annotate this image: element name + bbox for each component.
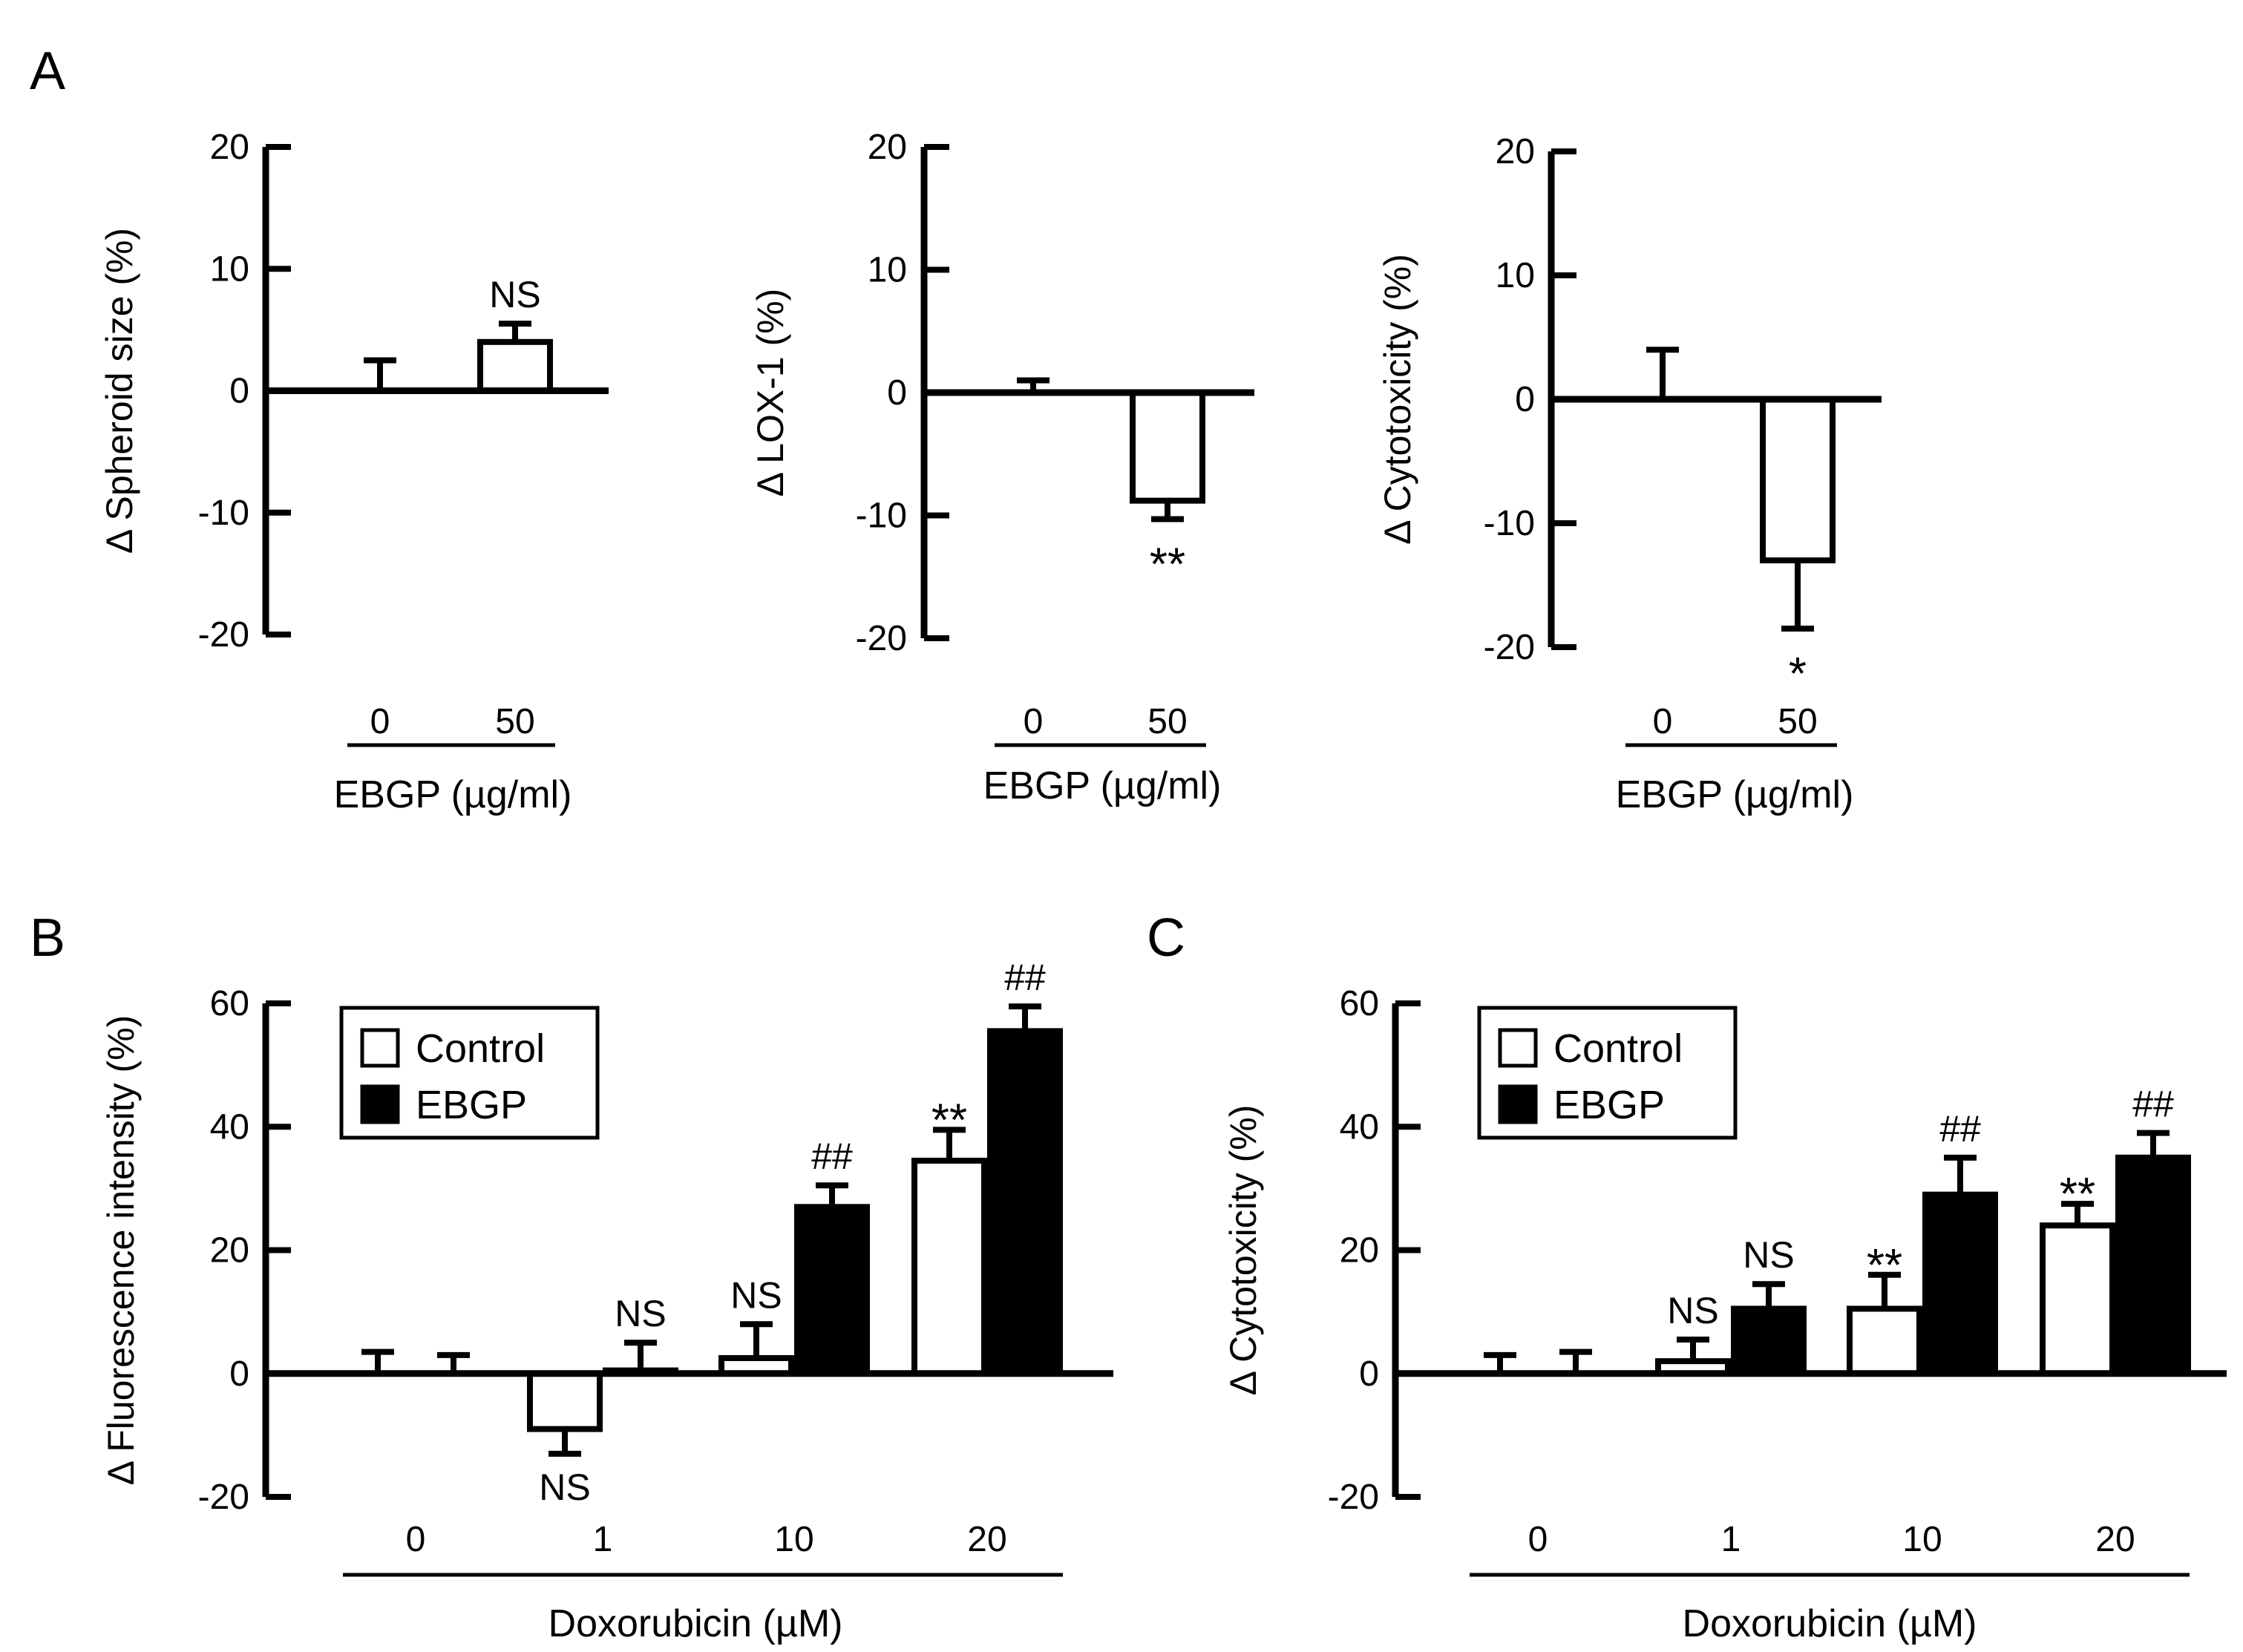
bar-ebgp-1	[1731, 1305, 1807, 1377]
significance-label: ##	[2132, 1084, 2174, 1125]
panel-label-A: A	[30, 42, 65, 101]
x-axis-title: EBGP (µg/ml)	[334, 773, 572, 816]
panel-label-B: B	[30, 908, 65, 968]
x-category-label: 50	[1778, 702, 1817, 741]
y-tick-label: 60	[1340, 984, 1379, 1023]
significance-label: **	[2060, 1169, 2095, 1220]
x-category-label: 0	[1024, 702, 1044, 741]
y-tick-label: 10	[1496, 256, 1535, 295]
legend-label: EBGP	[416, 1083, 527, 1127]
y-tick-label: 0	[1515, 380, 1535, 419]
significance-label: NS	[539, 1466, 590, 1508]
significance-label: NS	[489, 274, 540, 315]
y-axis-title: Δ LOX-1 (%)	[750, 289, 791, 497]
legend-swatch-ebgp	[360, 1084, 400, 1124]
bar-ebgp-10	[1922, 1191, 1998, 1377]
bar-control-1	[527, 1370, 603, 1432]
y-tick-label: -20	[856, 619, 907, 658]
bar-control-20	[911, 1157, 987, 1377]
significance-label: NS	[1743, 1234, 1794, 1276]
y-axis-title: Δ Cytotoxicity (%)	[1377, 254, 1418, 545]
x-category-label: 1	[1721, 1520, 1741, 1559]
x-category-label: 0	[370, 702, 390, 741]
significance-label: *	[1789, 649, 1807, 700]
legend-label: EBGP	[1553, 1083, 1665, 1127]
x-category-label: 10	[1902, 1520, 1942, 1559]
y-tick-label: -20	[198, 1478, 249, 1517]
y-tick-label: 0	[229, 372, 249, 411]
significance-label: **	[1867, 1240, 1902, 1291]
bar-ebgp-10	[794, 1204, 870, 1377]
legend-swatch-control	[1498, 1028, 1538, 1068]
bar-ebgp-50	[1130, 390, 1205, 504]
y-tick-label: 10	[868, 251, 907, 290]
significance-label: **	[931, 1095, 967, 1146]
significance-label: NS	[730, 1274, 782, 1316]
significance-label: **	[1150, 539, 1185, 590]
bar-control-20	[2040, 1222, 2115, 1377]
y-tick-label: 0	[1359, 1354, 1379, 1394]
y-tick-label: 40	[210, 1107, 249, 1147]
bar-control-10	[1847, 1305, 1922, 1377]
panel-label-C: C	[1147, 908, 1185, 968]
bar-ebgp-50	[477, 338, 553, 394]
y-tick-label: -10	[1484, 504, 1535, 543]
x-axis-title: EBGP (µg/ml)	[983, 764, 1222, 807]
x-category-label: 50	[495, 702, 534, 741]
x-category-label: 10	[774, 1520, 813, 1559]
x-category-label: 50	[1147, 702, 1187, 741]
x-category-label: 0	[1653, 702, 1673, 741]
y-tick-label: 40	[1340, 1107, 1379, 1147]
y-tick-label: 20	[1496, 132, 1535, 171]
x-axis-title: Doxorubicin (µM)	[549, 1602, 843, 1645]
legend-label: Control	[416, 1026, 545, 1071]
legend-label: Control	[1553, 1026, 1683, 1071]
x-category-label: 0	[1528, 1520, 1548, 1559]
y-tick-label: 0	[229, 1354, 249, 1394]
y-tick-label: -10	[856, 496, 907, 536]
y-tick-label: -20	[1328, 1478, 1379, 1517]
significance-label: NS	[615, 1293, 666, 1334]
y-tick-label: 20	[1340, 1231, 1379, 1271]
x-category-label: 20	[967, 1520, 1006, 1559]
x-category-label: 20	[2095, 1520, 2135, 1559]
y-tick-label: -20	[198, 615, 249, 655]
y-tick-label: -10	[198, 494, 249, 533]
y-tick-label: 60	[210, 984, 249, 1023]
y-tick-label: 20	[868, 128, 907, 167]
y-tick-label: 10	[210, 249, 249, 289]
significance-label: NS	[1667, 1290, 1718, 1331]
significance-label: ##	[811, 1135, 853, 1177]
y-tick-label: 20	[210, 128, 249, 167]
significance-label: ##	[1939, 1108, 1981, 1150]
x-axis-title: Doxorubicin (µM)	[1683, 1602, 1977, 1645]
x-axis-title: EBGP (µg/ml)	[1616, 773, 1854, 816]
y-axis-title: Δ Cytotoxicity (%)	[1222, 1105, 1264, 1396]
bar-ebgp-20	[2115, 1154, 2191, 1377]
x-category-label: 0	[406, 1520, 426, 1559]
x-category-label: 1	[593, 1520, 613, 1559]
bar-ebgp-20	[987, 1028, 1063, 1377]
significance-label: ##	[1004, 957, 1046, 998]
bar-ebgp-50	[1760, 396, 1836, 564]
y-tick-label: 0	[887, 373, 907, 413]
legend-swatch-ebgp	[1498, 1084, 1538, 1124]
y-tick-label: -20	[1484, 628, 1535, 667]
legend-swatch-control	[360, 1028, 400, 1068]
y-axis-title: Δ Spheroid size (%)	[99, 228, 140, 554]
y-axis-title: Δ Fluorescence intensity (%)	[100, 1015, 142, 1486]
y-tick-label: 20	[210, 1231, 249, 1271]
